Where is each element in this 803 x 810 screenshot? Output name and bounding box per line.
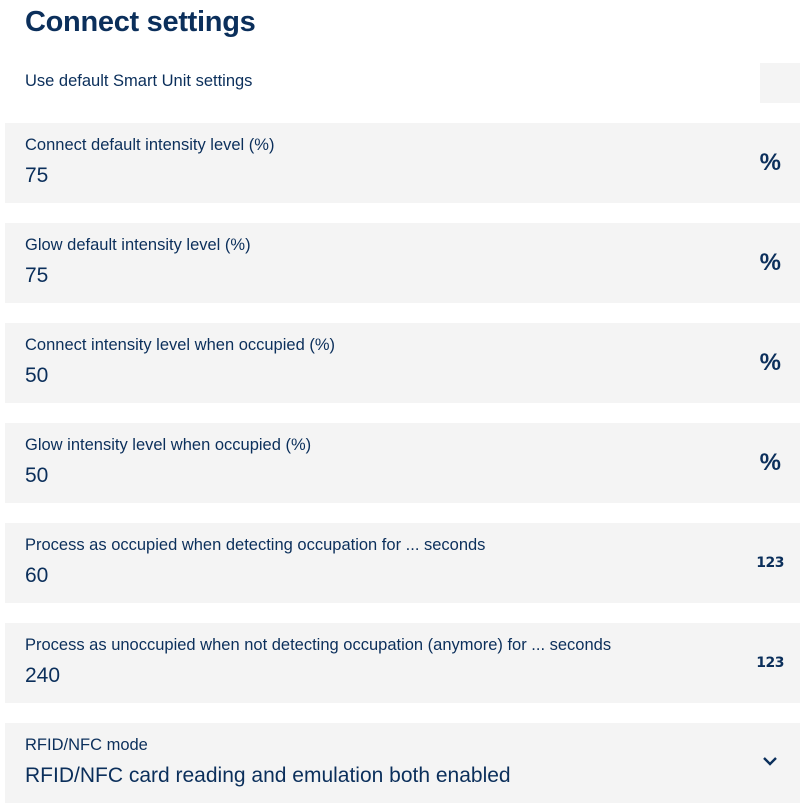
glow-occupied-intensity-field[interactable]: Glow intensity level when occupied (%) 5… — [5, 423, 800, 503]
field-label: Process as occupied when detecting occup… — [25, 536, 486, 554]
field-value[interactable]: 60 — [25, 564, 49, 587]
numeric-icon: 123 — [756, 555, 784, 571]
page-title: Connect settings — [25, 6, 256, 38]
field-label: Connect default intensity level (%) — [25, 136, 275, 154]
field-label: RFID/NFC mode — [25, 736, 148, 754]
field-label: Process as unoccupied when not detecting… — [25, 636, 612, 654]
use-default-settings-toggle[interactable] — [760, 63, 800, 103]
connect-default-intensity-field[interactable]: Connect default intensity level (%) 75 % — [5, 123, 800, 203]
use-default-settings-label: Use default Smart Unit settings — [25, 72, 253, 90]
field-value[interactable]: 50 — [25, 464, 49, 487]
field-label: Glow default intensity level (%) — [25, 236, 251, 254]
field-value[interactable]: 75 — [25, 264, 49, 287]
glow-default-intensity-field[interactable]: Glow default intensity level (%) 75 % — [5, 223, 800, 303]
unoccupied-delay-field[interactable]: Process as unoccupied when not detecting… — [5, 623, 800, 703]
field-value[interactable]: 50 — [25, 364, 49, 387]
field-label: Glow intensity level when occupied (%) — [25, 436, 312, 454]
chevron-down-icon[interactable] — [762, 753, 778, 771]
occupied-delay-field[interactable]: Process as occupied when detecting occup… — [5, 523, 800, 603]
rfid-nfc-mode-select[interactable]: RFID/NFC mode RFID/NFC card reading and … — [5, 723, 800, 803]
field-value[interactable]: 240 — [25, 664, 61, 687]
percent-icon: % — [759, 149, 781, 176]
connect-occupied-intensity-field[interactable]: Connect intensity level when occupied (%… — [5, 323, 800, 403]
percent-icon: % — [759, 449, 781, 476]
field-value[interactable]: RFID/NFC card reading and emulation both… — [25, 764, 511, 787]
field-value[interactable]: 75 — [25, 164, 49, 187]
percent-icon: % — [759, 349, 781, 376]
field-label: Connect intensity level when occupied (%… — [25, 336, 335, 354]
numeric-icon: 123 — [756, 655, 784, 671]
percent-icon: % — [759, 249, 781, 276]
